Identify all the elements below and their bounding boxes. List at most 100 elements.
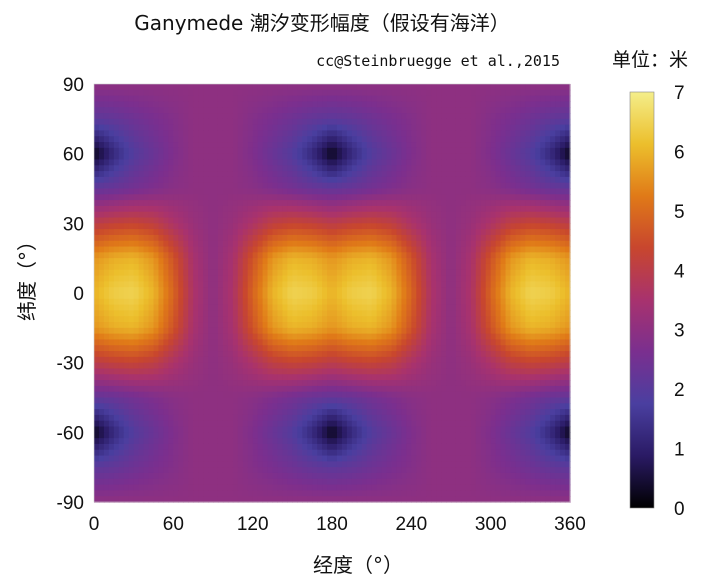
heatmap-cell xyxy=(426,351,432,358)
heatmap-cell xyxy=(312,217,318,224)
heatmap-cell xyxy=(292,246,298,253)
heatmap-cell xyxy=(540,362,546,370)
heatmap-cell xyxy=(277,194,284,201)
heatmap-cell xyxy=(237,101,244,108)
heatmap-cell xyxy=(257,327,264,335)
heatmap-cell xyxy=(545,107,551,114)
heatmap-cell xyxy=(505,176,512,184)
heatmap-cell xyxy=(505,101,512,108)
heatmap-cell xyxy=(416,258,422,265)
heatmap-cell xyxy=(118,287,125,294)
heatmap-cell xyxy=(431,246,437,253)
heatmap-cell xyxy=(123,101,130,108)
heatmap-cell xyxy=(396,275,403,282)
heatmap-cell xyxy=(297,223,303,230)
heatmap-cell xyxy=(297,136,303,143)
heatmap-cell xyxy=(495,258,502,265)
heatmap-cell xyxy=(346,310,353,317)
heatmap-cell xyxy=(396,246,403,253)
heatmap-cell xyxy=(495,118,502,126)
heatmap-cell xyxy=(247,368,254,375)
heatmap-cell xyxy=(143,124,150,132)
heatmap-cell xyxy=(565,304,571,312)
heatmap-cell xyxy=(421,368,427,375)
heatmap-cell xyxy=(198,356,204,364)
heatmap-cell xyxy=(431,351,437,358)
heatmap-cell xyxy=(401,194,407,201)
heatmap-cell xyxy=(203,374,209,381)
heatmap-cell xyxy=(198,107,204,114)
heatmap-cell xyxy=(555,171,561,178)
heatmap-cell xyxy=(153,205,160,213)
heatmap-cell xyxy=(133,101,140,108)
heatmap-cell xyxy=(485,200,492,207)
heatmap-cell xyxy=(188,136,194,143)
heatmap-cell xyxy=(163,368,169,375)
heatmap-cell xyxy=(341,211,348,219)
heatmap-cell xyxy=(436,351,442,358)
heatmap-cell xyxy=(98,130,105,137)
heatmap-cell xyxy=(490,130,497,137)
heatmap-cell xyxy=(257,304,264,312)
heatmap-cell xyxy=(475,130,482,137)
heatmap-cell xyxy=(475,147,482,155)
heatmap-cell xyxy=(520,171,526,178)
heatmap-cell xyxy=(307,194,313,201)
heatmap-cell xyxy=(317,356,323,364)
heatmap-cell xyxy=(307,89,313,97)
heatmap-cell xyxy=(128,310,135,317)
heatmap-cell xyxy=(555,240,561,248)
heatmap-cell xyxy=(560,368,566,375)
heatmap-cell xyxy=(396,333,403,341)
heatmap-cell xyxy=(520,101,526,108)
heatmap-cell xyxy=(446,269,452,277)
heatmap-cell xyxy=(198,322,204,329)
heatmap-cell xyxy=(322,368,328,375)
heatmap-cell xyxy=(317,327,323,335)
heatmap-cell xyxy=(535,165,541,172)
heatmap-cell xyxy=(148,165,155,172)
heatmap-cell xyxy=(158,101,165,108)
heatmap-cell xyxy=(535,293,541,300)
heatmap-cell xyxy=(252,89,259,97)
heatmap-cell xyxy=(431,298,437,306)
heatmap-cell xyxy=(381,101,388,108)
heatmap-cell xyxy=(565,205,571,213)
heatmap-cell xyxy=(322,107,328,114)
heatmap-cell xyxy=(480,322,487,329)
heatmap-cell xyxy=(213,159,219,166)
heatmap-cell xyxy=(455,258,462,265)
heatmap-cell xyxy=(272,217,279,224)
heatmap-cell xyxy=(560,362,566,370)
heatmap-cell xyxy=(371,171,378,178)
heatmap-cell xyxy=(401,165,407,172)
heatmap-cell xyxy=(163,147,169,155)
heatmap-cell xyxy=(307,153,313,161)
heatmap-cell xyxy=(158,205,165,213)
heatmap-cell xyxy=(460,252,467,259)
heatmap-cell xyxy=(312,345,318,352)
heatmap-cell xyxy=(366,101,373,108)
heatmap-cell xyxy=(426,200,432,207)
heatmap-cell xyxy=(317,345,323,352)
heatmap-cell xyxy=(193,316,199,323)
heatmap-cell xyxy=(277,136,284,143)
heatmap-cell xyxy=(213,84,219,91)
heatmap-cell xyxy=(138,229,145,236)
heatmap-cell xyxy=(193,246,199,253)
heatmap-cell xyxy=(465,356,472,364)
heatmap-cell xyxy=(446,263,452,271)
heatmap-cell xyxy=(118,240,125,248)
heatmap-cell xyxy=(386,298,393,306)
heatmap-cell xyxy=(386,263,393,271)
heatmap-cell xyxy=(341,107,348,114)
heatmap-cell xyxy=(346,275,353,282)
heatmap-cell xyxy=(153,194,160,201)
heatmap-cell xyxy=(391,269,398,277)
heatmap-cell xyxy=(416,176,422,184)
heatmap-cell xyxy=(341,246,348,253)
heatmap-cell xyxy=(381,211,388,219)
heatmap-cell xyxy=(188,368,194,375)
heatmap-cell xyxy=(505,246,512,253)
heatmap-cell xyxy=(480,89,487,97)
